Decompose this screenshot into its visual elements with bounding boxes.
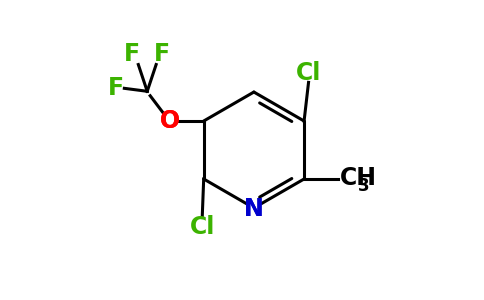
- Circle shape: [162, 114, 177, 128]
- Text: O: O: [159, 109, 180, 133]
- Text: N: N: [244, 197, 264, 221]
- Text: F: F: [108, 76, 124, 100]
- Text: 3: 3: [358, 176, 369, 194]
- Text: Cl: Cl: [296, 61, 321, 85]
- Text: CH: CH: [340, 166, 377, 190]
- Text: Cl: Cl: [190, 214, 215, 239]
- Text: F: F: [154, 42, 170, 66]
- Text: N: N: [244, 197, 264, 221]
- Text: F: F: [124, 42, 140, 66]
- Text: O: O: [159, 109, 180, 133]
- Circle shape: [246, 200, 261, 215]
